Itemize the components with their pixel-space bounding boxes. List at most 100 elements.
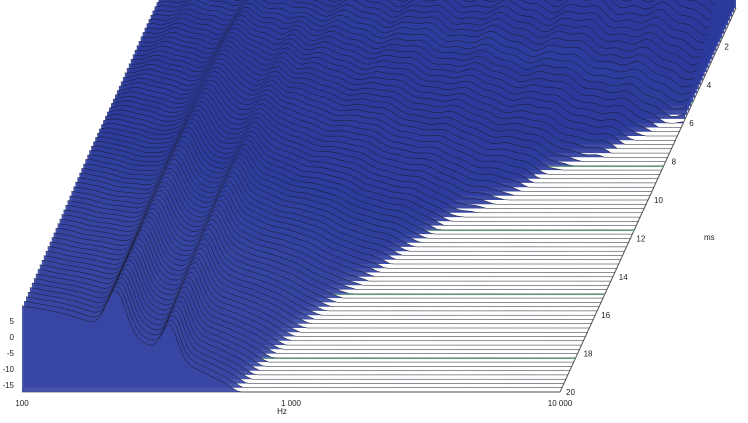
x-tick-label: 100: [15, 399, 29, 408]
decay-slice-line: [65, 194, 603, 299]
decay-slice-line: [156, 0, 694, 88]
decay-slice-line: [71, 181, 609, 286]
decay-slice-line: [144, 19, 682, 128]
decay-slice-line: [73, 176, 611, 282]
decay-slice-line: [110, 92, 648, 201]
decay-slice-line: [49, 229, 588, 333]
decay-slice-line: [544, 0, 707, 36]
decay-slice-line: [233, 0, 695, 80]
decay-slice-line: [118, 75, 656, 184]
decay-slice-line: [138, 31, 676, 141]
decay-slice-line: [148, 10, 686, 117]
decay-slice-line: [43, 242, 582, 346]
time-tick-label: 4: [707, 81, 712, 90]
decay-slice-line: [53, 220, 592, 324]
decay-slice-line: [25, 281, 564, 384]
decay-slice-line: [85, 149, 623, 256]
decay-slice-line: [93, 131, 631, 239]
decay-slice-line: [59, 207, 598, 312]
decay-slice-line: [55, 216, 594, 320]
x-tick-label: 1 000: [281, 399, 302, 408]
decay-slice-line: [154, 0, 692, 95]
decay-slice-line: [105, 105, 643, 214]
decay-slice-line: [152, 3, 690, 103]
z-axis-title: ms: [704, 233, 715, 242]
decay-slice-line: [136, 36, 674, 145]
level-tick-label: 0: [10, 333, 15, 342]
decay-slice-line: [99, 118, 637, 226]
decay-slice-line: [45, 238, 584, 342]
decay-slice-line: [47, 233, 586, 337]
tick-labels: 100 1 000 10 000 2 4 6 8 10 12 14 16 18 20 5 0 -5 -10 -15: [2, 42, 729, 408]
decay-slice-line: [77, 167, 615, 273]
time-tick-label: 6: [689, 119, 694, 128]
decay-slice-line: [89, 140, 627, 248]
decay-slice-line: [116, 79, 654, 188]
time-tick-label: 8: [672, 158, 677, 167]
decay-slice-line: [27, 276, 566, 380]
decay-slices: [21, 0, 736, 393]
decay-slice-line: [57, 212, 596, 316]
decay-slice-line: [140, 27, 678, 137]
decay-slice-line: [327, 0, 699, 66]
decay-slice-line: [556, 0, 709, 28]
decay-slice-line: [63, 199, 602, 303]
decay-slice-line: [33, 263, 572, 367]
level-tick-label: -10: [2, 365, 14, 374]
decay-slice-line: [142, 23, 680, 132]
level-tick-label: 5: [10, 317, 15, 326]
decay-slice-line: [81, 158, 619, 265]
decay-slice-line: [95, 126, 633, 235]
decay-slice-line: [101, 113, 639, 222]
time-tick-label: 16: [601, 311, 610, 320]
x-axis-title: Hz: [277, 407, 287, 416]
decay-slice-fill: [22, 290, 560, 392]
decay-slice-line: [114, 83, 652, 192]
decay-slice-line: [313, 0, 697, 73]
level-tick-label: -5: [7, 349, 15, 358]
decay-slice-line: [97, 122, 635, 231]
decay-slice-line: [122, 66, 660, 175]
decay-slice-line: [463, 0, 705, 43]
decay-slice-line: [69, 185, 607, 290]
decay-slice-line: [61, 203, 600, 307]
decay-slice-line: [106, 100, 645, 209]
decay-slice-line: [23, 285, 562, 388]
decay-slice-line: [120, 71, 658, 179]
decay-slice-line: [83, 154, 621, 260]
decay-slice-line: [112, 88, 650, 196]
time-tick-label: 10: [654, 196, 663, 205]
decay-slice-line: [108, 96, 646, 205]
decay-slice-line: [397, 0, 703, 51]
decay-slice-line: [124, 62, 662, 171]
x-tick-label: 10 000: [548, 399, 573, 408]
decay-slice-line: [29, 272, 568, 376]
decay-slice-line: [126, 58, 664, 167]
decay-slice-line: [31, 268, 570, 371]
time-tick-label: 18: [584, 350, 593, 359]
decay-slice-line: [41, 246, 580, 350]
decay-slice-line: [21, 289, 560, 393]
decay-slice-line: [132, 45, 670, 154]
decay-slice-line: [91, 135, 629, 243]
time-tick-label: 2: [724, 42, 729, 51]
time-tick-label: 20: [566, 388, 575, 397]
decay-slice-line: [37, 255, 576, 359]
decay-slice-line: [134, 40, 672, 150]
decay-slice-line: [128, 53, 666, 162]
decay-slice-line: [387, 0, 701, 58]
decay-slice-line: [130, 49, 668, 158]
decay-slice-line: [51, 225, 590, 329]
decay-slice-line: [35, 259, 574, 363]
level-tick-label: -15: [2, 381, 14, 390]
decay-slice-line: [75, 172, 613, 278]
time-tick-label: 12: [636, 234, 645, 243]
decay-slice-line: [39, 251, 578, 354]
decay-slice-line: [146, 14, 684, 124]
decay-slice-line: [67, 190, 605, 295]
decay-slice-line: [103, 109, 641, 218]
decay-slice-line: [79, 163, 617, 269]
decay-slice-line: [150, 6, 688, 110]
decay-slice-line: [87, 145, 625, 252]
